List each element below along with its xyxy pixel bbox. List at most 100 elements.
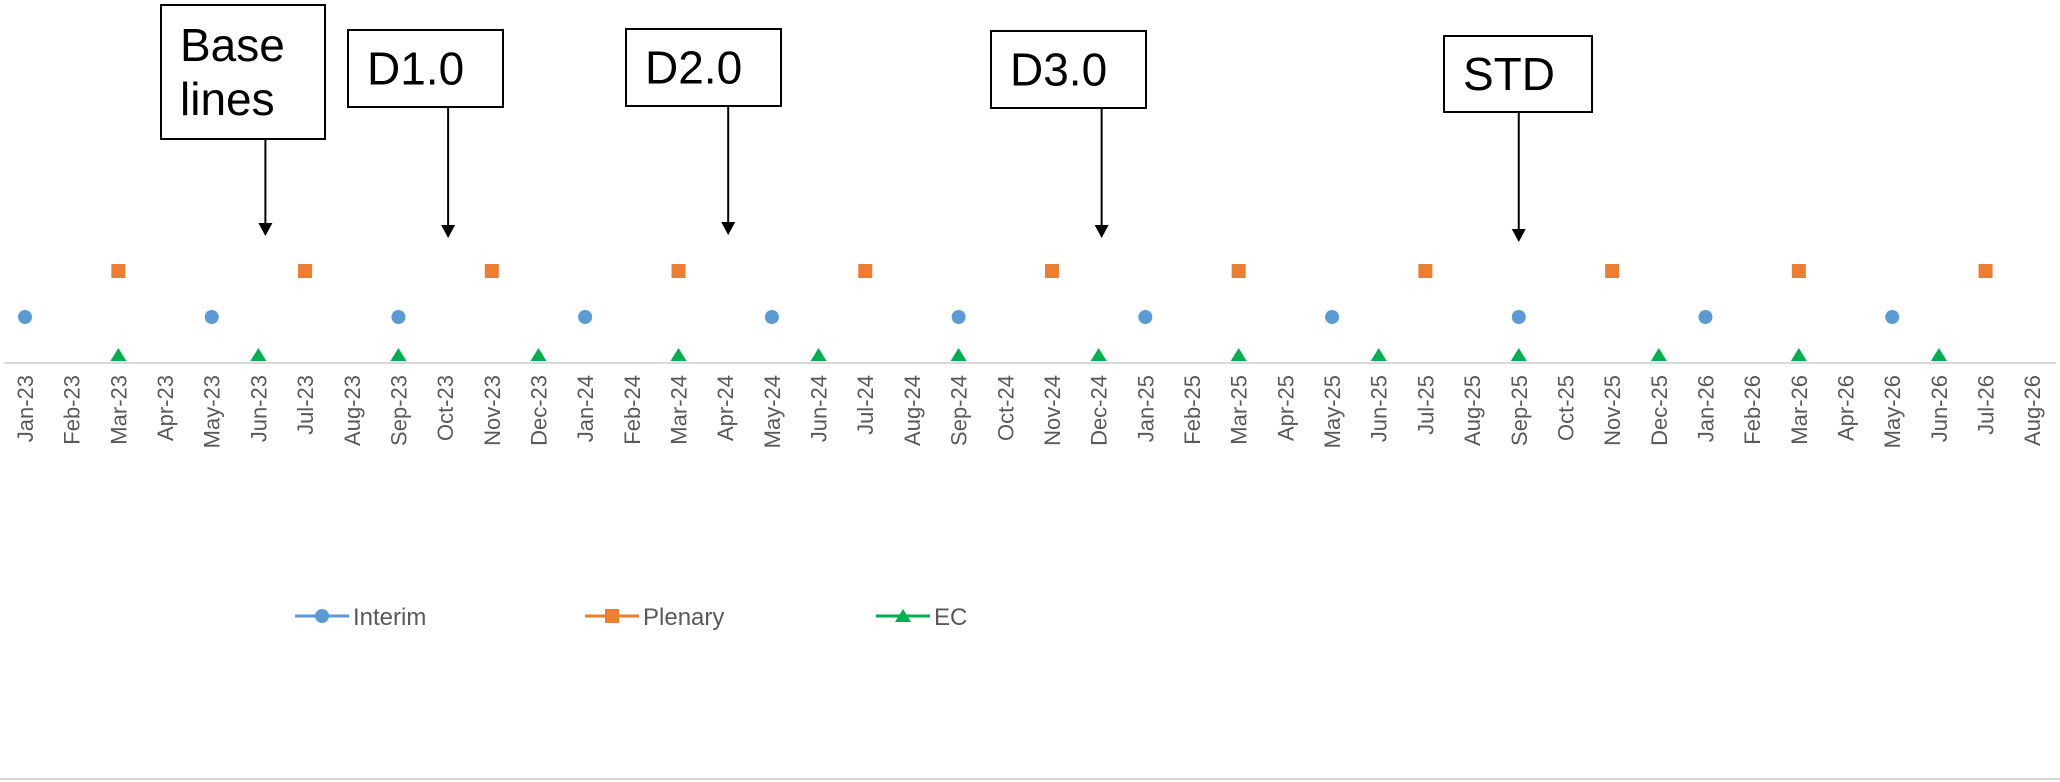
ec-marker [1930,348,1947,361]
milestone-d1-0: D1.0 [347,29,504,238]
ec-marker [250,348,267,361]
plenary-marker [1978,264,1993,278]
ec-marker [950,348,967,361]
x-tick-label: Aug-23 [340,375,365,446]
plenary-marker [671,264,686,278]
x-tick-label: Dec-23 [526,375,551,446]
x-tick-label: Apr-23 [153,375,178,441]
plenary-marker [1605,264,1620,278]
x-tick-label: Jun-23 [246,375,271,442]
interim-marker [1698,310,1713,324]
plenary-marker [1418,264,1433,278]
x-tick-label: Aug-25 [1460,375,1485,446]
legend-interim-marker [315,609,329,623]
x-tick-label: Nov-24 [1040,375,1065,446]
legend-item-plenary: Plenary [585,604,724,631]
x-tick-label: Oct-23 [433,375,458,441]
milestone-arrowhead [441,225,456,238]
x-tick-label: Feb-23 [60,375,85,445]
x-tick-label: May-24 [760,375,785,448]
x-tick-label: Feb-24 [620,375,645,445]
x-tick-label: Feb-26 [1740,375,1765,445]
x-tick-label: Sep-23 [386,375,411,446]
x-tick-label: Mar-26 [1787,375,1812,445]
plenary-marker [111,264,126,278]
legend-plenary-marker [605,609,619,623]
legend-item-interim: Interim [295,604,426,631]
x-tick-label: Mar-25 [1227,375,1252,445]
plenary-marker [1044,264,1059,278]
x-tick-label: Apr-24 [713,375,738,441]
x-tick-label: Jun-24 [807,375,832,442]
milestone-box [990,30,1147,109]
milestone-label: D1.0 [367,43,464,95]
milestone-arrowhead [721,222,736,235]
x-tick-label: Aug-26 [2020,375,2045,446]
x-tick-label: Apr-26 [1834,375,1859,441]
x-tick-label: Jul-25 [1413,375,1438,435]
x-tick-label: Feb-25 [1180,375,1205,445]
interim-marker [1138,310,1153,324]
milestone-box [160,4,326,140]
ec-marker [1790,348,1807,361]
milestone-arrowhead [1511,229,1526,242]
x-tick-label: Apr-25 [1273,375,1298,441]
ec-marker [670,348,687,361]
x-tick-label: Nov-23 [480,375,505,446]
milestone-label: STD [1463,48,1555,100]
x-tick-label: Jul-24 [853,375,878,435]
x-tick-label: May-25 [1320,375,1345,448]
interim-marker [18,310,32,324]
x-tick-label: Nov-25 [1600,375,1625,446]
plenary-marker [484,264,499,278]
x-tick-label: Dec-24 [1087,375,1112,446]
interim-marker [391,310,406,324]
ec-marker [1650,348,1667,361]
interim-marker [1511,310,1526,324]
milestone-arrowhead [1094,225,1109,238]
legend: Interim Plenary EC [295,604,967,631]
x-tick-label: May-26 [1880,375,1905,448]
plenary-marker [1791,264,1806,278]
x-tick-label: Aug-24 [900,375,925,446]
legend-label: Plenary [643,604,724,631]
x-tick-label: Jun-25 [1367,375,1392,442]
milestone-label: Base [180,19,285,71]
legend-item-ec: EC [876,604,967,631]
x-tick-label: Mar-23 [106,375,131,445]
x-tick-label: Sep-25 [1507,375,1532,446]
milestone-d2-0: D2.0 [625,28,782,235]
milestone-box [347,29,504,108]
interim-marker [1885,310,1900,324]
x-tick-label: Jan-25 [1133,375,1158,442]
milestone-arrowhead [258,223,273,236]
milestone-label: D3.0 [1010,44,1107,96]
milestone-std: STD [1443,35,1593,242]
plenary-marker [298,264,313,278]
interim-marker [764,310,779,324]
interim-marker [1325,310,1340,324]
x-tick-label: Dec-25 [1647,375,1672,446]
milestone-d3-0: D3.0 [990,30,1147,238]
series-markers [18,264,1993,361]
ec-marker [810,348,827,361]
ec-marker [1230,348,1247,361]
x-tick-label: Jun-26 [1927,375,1952,442]
ec-marker [1090,348,1107,361]
ec-marker [110,348,127,361]
milestone-box [1443,35,1593,113]
ec-marker [1370,348,1387,361]
x-tick-label: Jul-26 [1974,375,1999,435]
milestone-label: lines [180,73,275,125]
x-tick-label: Jan-26 [1693,375,1718,442]
interim-marker [951,310,966,324]
plenary-marker [1231,264,1246,278]
x-tick-label: Jan-24 [573,375,598,442]
milestone-box [625,28,782,107]
x-tick-label: Jan-23 [13,375,38,442]
milestone-label: D2.0 [645,42,742,94]
x-tick-label: Oct-24 [993,375,1018,441]
x-axis-tick-labels: Jan-23 Feb-23 Mar-23 Apr-23 May-23 Jun-23 Jul-… [13,375,2045,448]
